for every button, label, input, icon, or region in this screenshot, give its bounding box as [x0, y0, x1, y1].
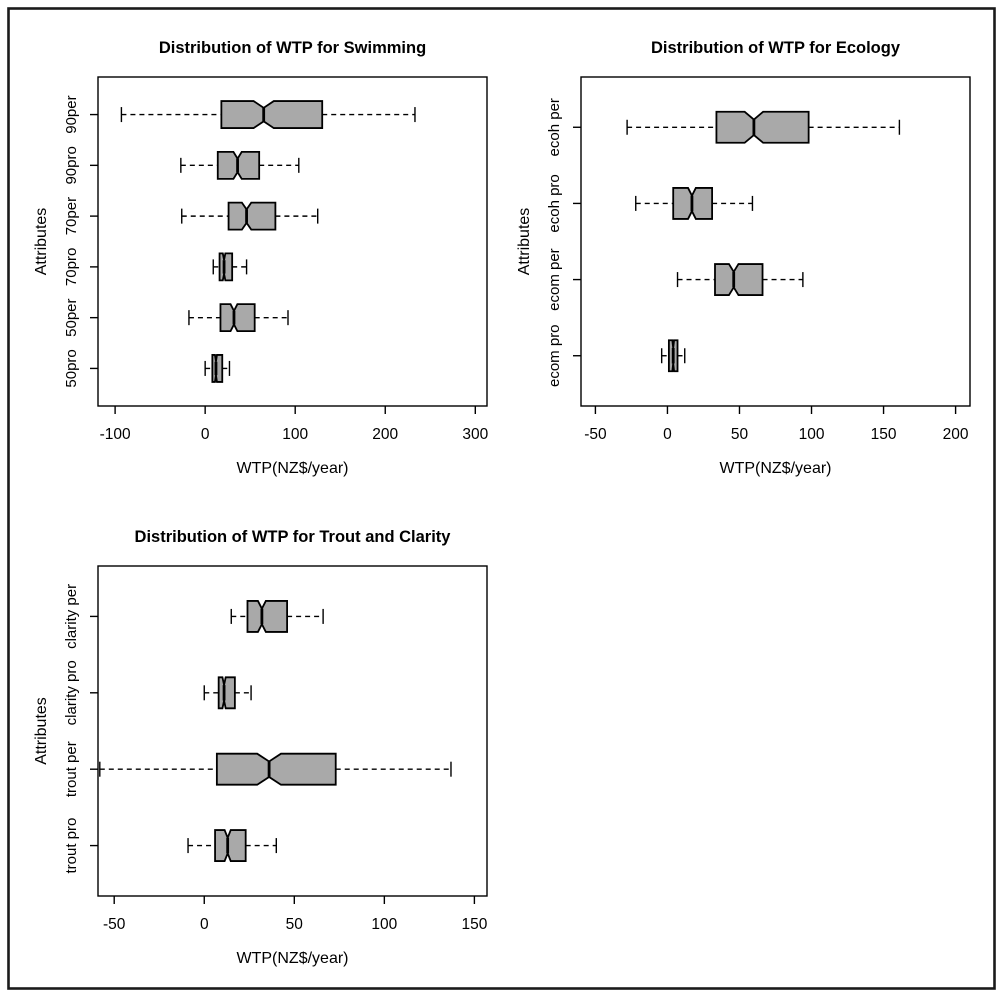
boxplot-row-trout-pro: trout pro	[63, 818, 277, 874]
x-tick-label: 200	[943, 426, 969, 443]
chart-title: Distribution of WTP for Ecology	[651, 39, 901, 57]
x-tick-label: 150	[461, 916, 487, 933]
boxplot-box	[715, 110, 810, 144]
x-tick-label: -50	[584, 426, 607, 443]
category-label: 70pro	[63, 248, 80, 286]
boxplot-box	[218, 252, 234, 282]
y-axis-title: Attributes	[516, 208, 533, 276]
boxplot-row-trout-per: trout per	[63, 741, 452, 797]
x-tick-label: 100	[799, 426, 825, 443]
x-tick-label: 100	[371, 916, 397, 933]
category-label: clarity pro	[63, 660, 80, 725]
boxplot-row-50per: 50per	[63, 298, 289, 337]
y-axis-title: Attributes	[33, 208, 50, 276]
category-label: trout pro	[63, 818, 80, 874]
boxplot-row-clarity-per: clarity per	[63, 584, 324, 649]
boxplot-row-90pro: 90pro	[63, 146, 300, 185]
plot-panel	[580, 76, 971, 407]
boxplot-box	[217, 676, 236, 710]
category-label: ecoh per	[546, 98, 563, 156]
boxplot-box	[220, 100, 324, 129]
chart-title: Distribution of WTP for Swimming	[159, 39, 426, 57]
x-tick-label: 0	[200, 916, 209, 933]
boxplot-row-ecoh-pro: ecoh pro	[546, 174, 754, 233]
boxplot-box	[246, 600, 288, 633]
plot-panel	[97, 565, 488, 897]
boxplot-row-70per: 70per	[63, 197, 319, 235]
category-label: 90per	[63, 95, 80, 133]
x-tick-label: 50	[731, 426, 749, 443]
x-tick-label: -50	[103, 916, 126, 933]
x-tick-label: 100	[282, 426, 308, 443]
boxplot-row-ecom-per: ecom per	[546, 248, 804, 311]
x-axis-title: WTP(NZ$/year)	[237, 950, 349, 967]
category-label: 50pro	[63, 349, 80, 387]
category-label: ecoh pro	[546, 174, 563, 232]
boxplot-box	[214, 829, 247, 862]
plot-panel	[97, 76, 488, 407]
chart-0: Distribution of WTP for Swimming -100 0 100…	[33, 39, 489, 477]
chart-title: Distribution of WTP for Trout and Clarit…	[135, 528, 452, 546]
boxplot-row-70pro: 70pro	[63, 248, 248, 286]
x-tick-label: 0	[201, 426, 210, 443]
category-label: ecom pro	[546, 324, 563, 387]
boxplot-box	[227, 201, 277, 231]
category-label: 90pro	[63, 146, 80, 184]
boxplot-row-ecom-pro: ecom pro	[546, 324, 686, 387]
boxplot-box	[219, 303, 256, 333]
category-label: trout per	[63, 741, 80, 797]
boxplot-box	[714, 263, 764, 296]
boxplot-row-90per: 90per	[63, 95, 416, 134]
y-axis-title: Attributes	[33, 697, 50, 765]
x-tick-label: 150	[871, 426, 897, 443]
chart-2: Distribution of WTP for Trout and Clarit…	[33, 528, 488, 967]
x-tick-label: 200	[372, 426, 398, 443]
x-tick-label: 0	[663, 426, 672, 443]
x-axis-title: WTP(NZ$/year)	[720, 460, 832, 477]
category-label: 70per	[63, 197, 80, 235]
boxplot-row-clarity-pro: clarity pro	[63, 660, 252, 725]
x-tick-label: -100	[100, 426, 131, 443]
chart-1: Distribution of WTP for Ecology -50 0 50 100…	[516, 39, 971, 477]
category-label: 50per	[63, 298, 80, 336]
boxplot-box	[215, 752, 337, 786]
x-tick-label: 300	[462, 426, 488, 443]
category-label: clarity per	[63, 584, 80, 649]
x-tick-label: 50	[286, 916, 304, 933]
boxplot-row-ecoh-per: ecoh per	[546, 98, 901, 156]
category-label: ecom per	[546, 248, 563, 311]
x-axis-title: WTP(NZ$/year)	[237, 460, 349, 477]
boxplot-row-50pro: 50pro	[63, 349, 231, 388]
figure-border	[7, 7, 996, 990]
